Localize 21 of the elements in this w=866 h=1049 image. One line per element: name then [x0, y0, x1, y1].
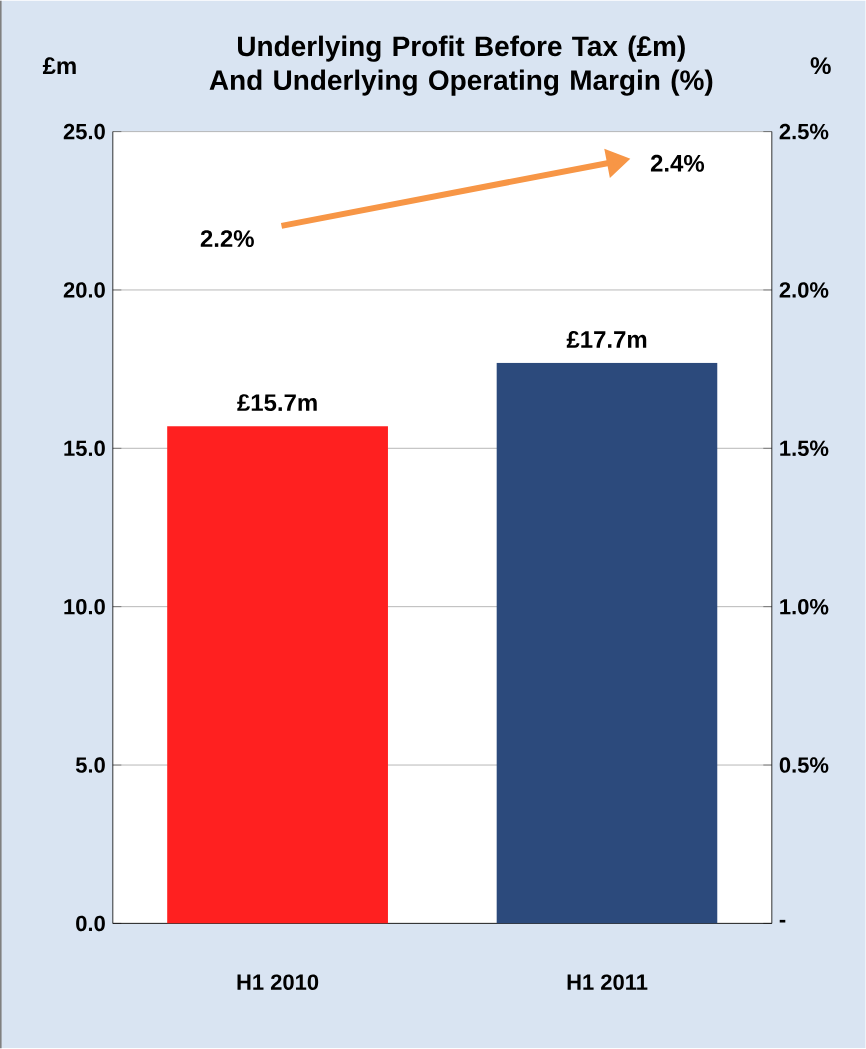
x-tick-label: H1 2011 [567, 974, 648, 990]
y2-tick-label: 1.5% [780, 440, 829, 457]
y-tick-label: 5.0 [76, 757, 106, 773]
data-label: £15.7m [237, 394, 317, 412]
y-tick-label: 0.0 [76, 915, 106, 932]
chart-title: Underlying Profit Before Tax (£m) And Underlying Operating Margin (%) [209, 35, 713, 96]
y2-tick-label: 0.5% [779, 757, 829, 773]
data-label: £17.7m [566, 331, 647, 348]
x-tick-label: H1 2010 [237, 974, 319, 990]
y-tick-label: 15.0 [64, 440, 106, 457]
y-tick-label: 20.0 [63, 282, 106, 298]
y2-tick-label: 2.0% [779, 282, 829, 298]
data-label: 2.2% [200, 230, 255, 248]
data-label: 2.4% [651, 154, 705, 172]
y2-tick-label: 1.0% [780, 598, 829, 615]
y-axis-title: £m [43, 57, 76, 75]
y2-tick-label: 2.5% [779, 123, 829, 140]
y2-tick-label: - [779, 919, 786, 923]
y2-axis-title: % [810, 57, 831, 75]
y-tick-label: 10.0 [64, 598, 106, 615]
y-tick-label: 25.0 [63, 123, 106, 140]
